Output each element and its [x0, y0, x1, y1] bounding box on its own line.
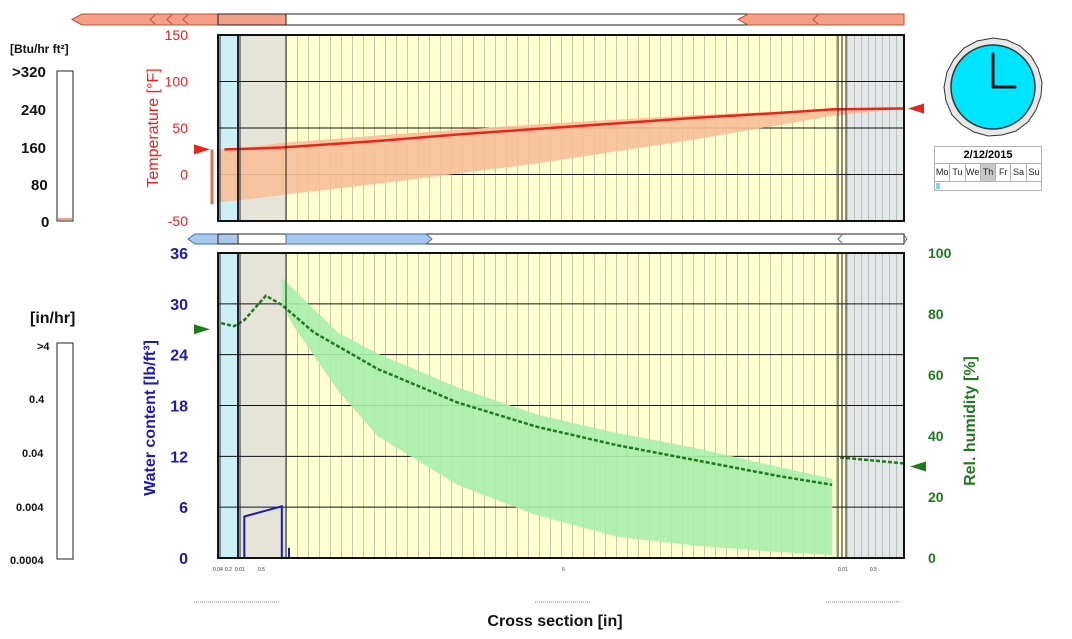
heat-flux-legend: [Btu/hr ft²] >320 240 160 80 0 — [10, 42, 74, 231]
layer-tick: 0.5 — [258, 567, 265, 573]
water-content-line — [243, 505, 283, 558]
rain-label: >4 — [37, 341, 50, 353]
heat-flux-label: 0 — [41, 214, 49, 231]
layer-boundaries — [219, 35, 847, 221]
layer-tick: 0.01 — [838, 567, 848, 573]
layer-tick: 6 — [562, 567, 565, 573]
humidity-range-band — [281, 277, 833, 555]
weekday-we[interactable]: We — [966, 164, 981, 181]
rain-label: 0.004 — [16, 502, 44, 514]
calendar-progress-fill — [936, 183, 941, 189]
water-tick-label: 24 — [170, 348, 188, 365]
water-tick-label: 18 — [170, 399, 188, 416]
weekday-th[interactable]: Th — [980, 164, 997, 181]
water-tick-label: 12 — [170, 449, 188, 466]
calendar: 2/12/2015 Mo Tu We Th Fr Sa Su — [934, 146, 1042, 191]
x-axis-label: Cross section [in] — [487, 613, 622, 630]
humidity-tick-label: 40 — [928, 428, 944, 444]
calendar-weekdays: Mo Tu We Th Fr Sa Su — [934, 163, 1042, 182]
humidity-axis-label: Rel. humidity [%] — [962, 356, 979, 486]
clock — [943, 37, 1043, 137]
outside-humidity-marker — [194, 324, 210, 335]
heat-flux-bar — [56, 70, 74, 222]
weekday-tu[interactable]: Tu — [950, 164, 966, 181]
inside-temperature-marker — [908, 103, 924, 114]
rain-label: 0.04 — [22, 448, 44, 460]
weekday-fr[interactable]: Fr — [996, 164, 1012, 181]
water-y-ticks: 36 30 24 18 12 6 0 — [170, 246, 188, 568]
rain-label: 0.4 — [29, 394, 45, 406]
heat-flux-label: 160 — [21, 140, 46, 157]
boundary-markers — [194, 103, 926, 472]
moisture-plot — [217, 252, 905, 559]
layer-tick: 0.04 — [213, 567, 223, 573]
outside-temperature-marker — [194, 144, 210, 155]
middle-direction-bar — [187, 233, 908, 245]
temperature-tick-label: 100 — [165, 74, 189, 90]
rain-legend: [in/hr] >4 0.4 0.04 0.004 0.0004 — [10, 310, 75, 567]
temperature-tick-label: 150 — [165, 27, 189, 43]
heat-flux-label: 80 — [31, 177, 48, 194]
water-axis-label: Water content [lb/ft³] — [142, 340, 159, 496]
humidity-line — [220, 294, 833, 487]
humidity-line — [840, 456, 905, 465]
temperature-line — [224, 107, 905, 151]
rain-bar — [56, 342, 74, 560]
calendar-date: 2/12/2015 — [934, 146, 1042, 163]
weekday-sa[interactable]: Sa — [1011, 164, 1027, 181]
heat-flux-unit: [Btu/hr ft²] — [10, 42, 69, 56]
humidity-y-ticks: 100 80 60 40 20 0 — [928, 245, 952, 566]
inside-humidity-marker — [910, 461, 926, 472]
temperature-axis-label: Temperature [°F] — [145, 68, 162, 187]
heat-flux-label: 240 — [21, 102, 46, 119]
temperature-plot — [217, 34, 905, 222]
water-tick-label: 0 — [179, 551, 188, 568]
humidity-tick-label: 80 — [928, 306, 944, 322]
heat-flux-label: >320 — [12, 64, 46, 81]
humidity-tick-label: 100 — [928, 245, 952, 261]
humidity-tick-label: 20 — [928, 489, 944, 505]
temperature-tick-label: -50 — [168, 213, 188, 229]
temperature-y-ticks: 150 100 50 0 -50 — [165, 27, 189, 229]
temperature-tick-label: 0 — [180, 167, 188, 183]
heat-flux-fill — [58, 218, 72, 220]
layer-boundaries-bottom — [219, 253, 847, 558]
water-tick-label: 30 — [170, 297, 188, 314]
layer-tick: 0.2 — [225, 567, 232, 573]
calendar-progress-bar — [934, 182, 1042, 191]
water-tick-label: 6 — [179, 500, 188, 517]
layer-tick: 0.01 — [235, 567, 245, 573]
weekday-mo[interactable]: Mo — [935, 164, 951, 181]
moisture-series — [220, 277, 905, 558]
humidity-tick-label: 60 — [928, 367, 944, 383]
top-direction-bar — [70, 13, 905, 26]
rain-unit: [in/hr] — [30, 310, 75, 327]
layer-ticks: 0.04 0.2 0.01 0.5 6 0.01 0.5 — [213, 567, 877, 573]
water-tick-label: 36 — [170, 246, 188, 263]
layer-tick: 0.5 — [870, 567, 877, 573]
humidity-tick-label: 0 — [928, 550, 936, 566]
temperature-tick-label: 50 — [172, 120, 188, 136]
temperature-range-band — [218, 108, 904, 203]
rain-label: 0.0004 — [10, 555, 45, 567]
weekday-su[interactable]: Su — [1028, 167, 1040, 177]
